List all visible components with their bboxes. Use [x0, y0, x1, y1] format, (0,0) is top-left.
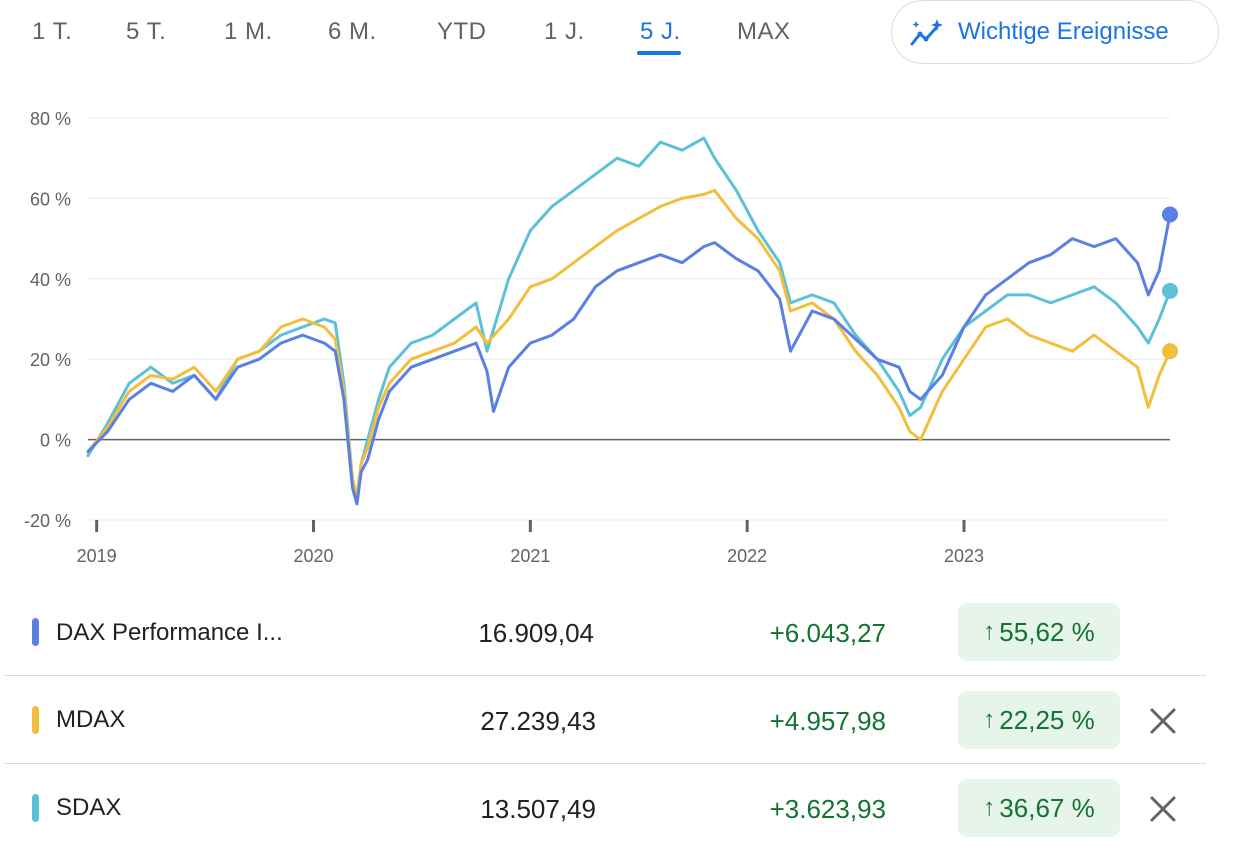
tab-1m[interactable]: 1 M. — [224, 18, 273, 45]
tab-5t[interactable]: 5 T. — [126, 18, 167, 45]
y-tick-label: 0 % — [40, 431, 71, 451]
x-tick-label: 2023 — [944, 546, 984, 566]
series-color-swatch — [32, 794, 39, 822]
performance-chart: 80 % 60 % 40 % 20 % 0 % -20 % 2019 2020 2021 202… — [24, 109, 1178, 566]
series-color-swatch — [32, 618, 39, 646]
row-percent: 36,67 % — [999, 792, 1095, 823]
tab-1t[interactable]: 1 T. — [32, 18, 73, 45]
x-tick-label: 2019 — [77, 546, 117, 566]
tab-max[interactable]: MAX — [737, 18, 791, 45]
row-price: 16.909,04 — [478, 618, 594, 648]
series-end-point — [1162, 206, 1178, 223]
row-percent: 22,25 % — [999, 704, 1095, 735]
tab-6m[interactable]: 6 M. — [328, 18, 377, 45]
row-price: 27.239,43 — [480, 706, 596, 736]
y-tick-label: 60 % — [30, 189, 71, 209]
row-percent-badge: ↑ 55,62 % — [958, 603, 1120, 661]
row-change: +4.957,98 — [769, 706, 886, 736]
series-line-mdax — [86, 188, 1172, 498]
series-line-dax-performance-i- — [86, 213, 1172, 506]
table-row[interactable]: MDAX 27.239,43 +4.957,98 ↑ 22,25 % — [0, 676, 1206, 764]
row-percent: 55,62 % — [999, 616, 1095, 647]
row-name: MDAX — [56, 706, 126, 733]
y-tick-label: 80 % — [30, 109, 71, 129]
row-price: 13.507,49 — [480, 794, 596, 824]
y-tick-label: -20 % — [24, 511, 71, 531]
row-percent-badge: ↑ 36,67 % — [958, 779, 1120, 837]
arrow-up-icon: ↑ — [983, 618, 996, 645]
row-name: DAX Performance I... — [56, 619, 283, 646]
x-tick-label: 2022 — [727, 546, 767, 566]
series-end-point — [1162, 343, 1178, 360]
tab-ytd[interactable]: YTD — [437, 18, 487, 45]
key-events-label: Wichtige Ereignisse — [958, 18, 1169, 45]
table-row[interactable]: DAX Performance I... 16.909,04 +6.043,27… — [0, 588, 1206, 676]
row-divider — [5, 763, 1206, 764]
x-axis: 2019 2020 2021 2022 2023 — [77, 520, 984, 566]
y-tick-label: 20 % — [30, 350, 71, 370]
series-end-point — [1162, 282, 1178, 299]
remove-sdax-close-icon[interactable] — [1148, 794, 1178, 824]
grid — [88, 117, 1170, 521]
table-row[interactable]: SDAX 13.507,49 +3.623,93 ↑ 36,67 % — [0, 764, 1206, 852]
row-change: +3.623,93 — [769, 794, 886, 824]
y-tick-label: 40 % — [30, 270, 71, 290]
row-change: +6.043,27 — [769, 618, 886, 648]
key-events-button[interactable]: Wichtige Ereignisse — [891, 0, 1219, 64]
arrow-up-icon: ↑ — [983, 706, 996, 733]
y-axis: 80 % 60 % 40 % 20 % 0 % -20 % — [24, 109, 71, 531]
row-name: SDAX — [56, 794, 122, 821]
sparkle-trend-icon — [910, 19, 943, 46]
tab-5j[interactable]: 5 J. — [640, 18, 681, 45]
remove-mdax-close-icon[interactable] — [1148, 706, 1178, 736]
range-tabs: 1 T. 5 T. 1 M. 6 M. YTD 1 J. 5 J. MAX — [0, 0, 1234, 70]
series-line-sdax — [86, 136, 1172, 498]
series-color-swatch — [32, 706, 39, 734]
arrow-up-icon: ↑ — [983, 794, 996, 821]
active-tab-indicator — [637, 51, 681, 55]
tab-1j[interactable]: 1 J. — [544, 18, 585, 45]
row-divider — [5, 675, 1206, 676]
series-lines — [86, 136, 1178, 506]
x-tick-label: 2020 — [293, 546, 333, 566]
row-percent-badge: ↑ 22,25 % — [958, 691, 1120, 749]
x-tick-label: 2021 — [510, 546, 550, 566]
